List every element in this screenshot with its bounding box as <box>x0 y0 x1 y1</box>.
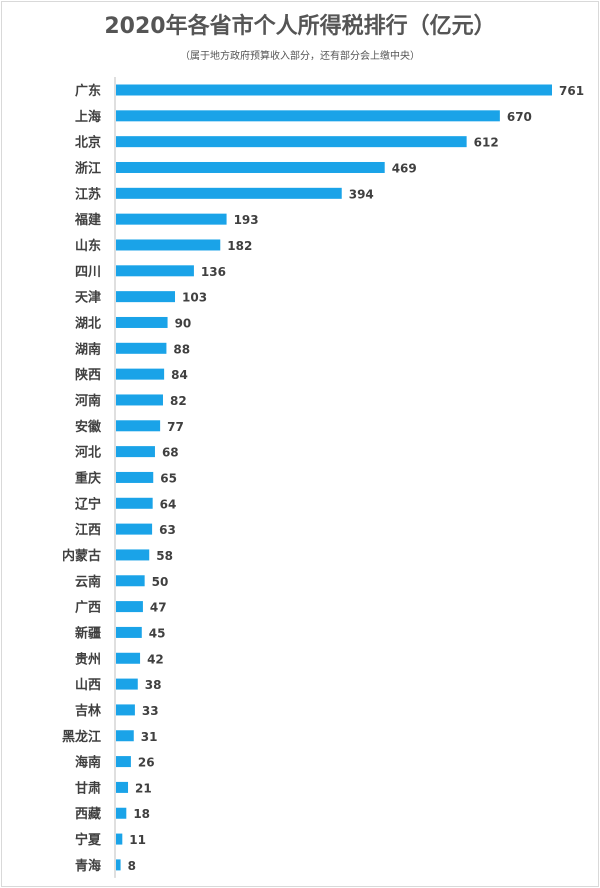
data-label: 64 <box>160 497 177 511</box>
category-label: 辽宁 <box>75 496 101 512</box>
category-label: 新疆 <box>75 625 101 641</box>
category-label: 福建 <box>74 212 101 228</box>
category-label: 江苏 <box>75 186 101 202</box>
category-label: 甘肃 <box>75 780 101 796</box>
category-label: 河北 <box>75 445 101 461</box>
bar <box>116 652 141 664</box>
data-label: 42 <box>147 652 164 666</box>
data-label: 82 <box>170 394 187 408</box>
bar <box>116 265 194 277</box>
category-label: 宁夏 <box>75 832 102 848</box>
data-label: 8 <box>128 859 136 873</box>
bar <box>116 756 131 768</box>
data-label: 84 <box>171 368 188 382</box>
category-label: 广西 <box>75 600 101 616</box>
bar <box>116 730 134 742</box>
data-label: 88 <box>173 342 190 356</box>
bar <box>116 446 155 458</box>
data-label: 33 <box>142 704 159 718</box>
data-label: 65 <box>160 471 177 485</box>
category-label: 西藏 <box>75 806 101 822</box>
category-label: 山东 <box>75 238 101 254</box>
category-label: 贵州 <box>75 651 101 667</box>
data-label: 26 <box>138 756 155 770</box>
data-label: 469 <box>392 161 417 175</box>
category-label: 天津 <box>75 290 101 306</box>
data-label: 47 <box>150 601 167 615</box>
data-label: 612 <box>474 136 499 150</box>
bar <box>116 549 150 561</box>
data-label: 21 <box>135 781 152 795</box>
data-label: 670 <box>507 110 532 124</box>
bar <box>116 342 167 354</box>
data-label: 58 <box>156 549 173 563</box>
data-label: 90 <box>175 316 192 330</box>
category-label: 陕西 <box>75 367 101 383</box>
bar <box>116 420 161 432</box>
category-label: 安徽 <box>75 419 102 435</box>
bar <box>116 368 165 380</box>
category-label: 四川 <box>75 265 101 280</box>
category-label: 河南 <box>75 393 101 409</box>
bar <box>116 471 154 483</box>
bar <box>116 601 143 613</box>
bar <box>116 833 123 845</box>
bar <box>116 807 127 819</box>
bar <box>116 859 121 871</box>
data-label: 394 <box>349 187 374 201</box>
bar <box>116 575 145 587</box>
category-label: 云南 <box>75 574 101 590</box>
bar <box>116 213 227 225</box>
category-label: 广东 <box>75 83 101 99</box>
data-label: 182 <box>227 239 252 253</box>
category-label: 湖南 <box>75 341 101 357</box>
bar <box>116 678 138 690</box>
data-label: 68 <box>162 446 179 460</box>
data-label: 103 <box>182 291 207 305</box>
category-label: 北京 <box>75 135 101 151</box>
data-label: 136 <box>201 265 226 279</box>
bar <box>116 523 153 535</box>
category-label: 重庆 <box>75 470 101 486</box>
data-label: 63 <box>159 523 176 537</box>
data-label: 31 <box>141 730 158 744</box>
category-label: 内蒙古 <box>62 548 101 564</box>
bar <box>116 110 500 122</box>
category-label: 上海 <box>75 109 101 125</box>
data-label: 38 <box>145 678 162 692</box>
bar <box>116 84 552 96</box>
category-label: 浙江 <box>75 160 101 176</box>
data-label: 11 <box>129 833 146 847</box>
data-label: 761 <box>559 84 584 98</box>
chart-title: 2020年各省市个人所得税排行（亿元） <box>104 14 496 39</box>
data-label: 45 <box>149 626 166 640</box>
category-label: 海南 <box>75 755 101 771</box>
category-label: 吉林 <box>75 703 101 719</box>
bar <box>116 781 129 793</box>
bar <box>116 626 142 638</box>
data-label: 193 <box>234 213 259 227</box>
bar <box>116 187 342 199</box>
chart-subtitle: （属于地方政府预算收入部分，还有部分会上缴中央） <box>180 51 420 62</box>
bar <box>116 394 163 406</box>
bar <box>116 239 221 251</box>
category-label: 青海 <box>75 858 101 874</box>
bar <box>116 136 467 148</box>
bar <box>116 161 385 173</box>
category-label: 湖北 <box>75 316 101 331</box>
category-label: 山西 <box>75 677 101 693</box>
bar <box>116 316 168 328</box>
data-label: 50 <box>152 575 169 589</box>
category-label: 黑龙江 <box>62 729 101 745</box>
bar <box>116 704 135 716</box>
bar <box>116 291 176 303</box>
data-label: 77 <box>167 420 184 434</box>
category-label: 江西 <box>75 522 101 538</box>
bar <box>116 497 153 509</box>
data-label: 18 <box>133 807 150 821</box>
